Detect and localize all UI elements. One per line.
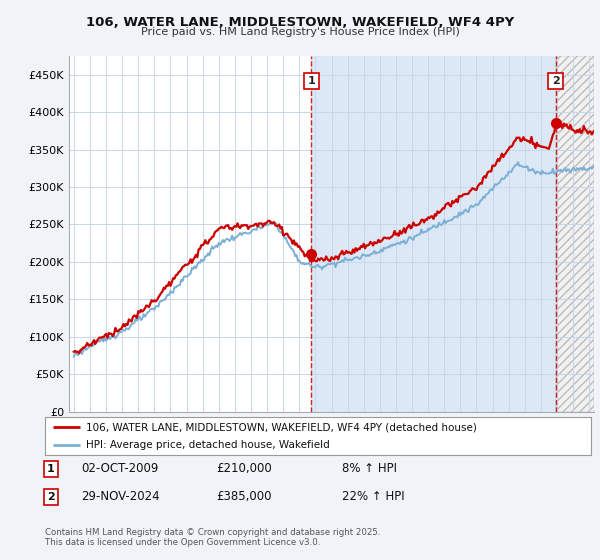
Text: 1: 1 xyxy=(307,76,315,86)
Text: 02-OCT-2009: 02-OCT-2009 xyxy=(81,462,158,475)
Text: £385,000: £385,000 xyxy=(216,490,271,503)
Text: 106, WATER LANE, MIDDLESTOWN, WAKEFIELD, WF4 4PY: 106, WATER LANE, MIDDLESTOWN, WAKEFIELD,… xyxy=(86,16,514,29)
Bar xyxy=(556,56,594,412)
Bar xyxy=(556,56,594,412)
Text: 8% ↑ HPI: 8% ↑ HPI xyxy=(342,462,397,475)
Text: HPI: Average price, detached house, Wakefield: HPI: Average price, detached house, Wake… xyxy=(86,440,330,450)
Text: £210,000: £210,000 xyxy=(216,462,272,475)
Text: 2: 2 xyxy=(552,76,560,86)
Text: 1: 1 xyxy=(47,464,55,474)
Text: 2: 2 xyxy=(47,492,55,502)
Bar xyxy=(311,56,556,412)
Text: 22% ↑ HPI: 22% ↑ HPI xyxy=(342,490,404,503)
Text: Contains HM Land Registry data © Crown copyright and database right 2025.
This d: Contains HM Land Registry data © Crown c… xyxy=(45,528,380,547)
Text: Price paid vs. HM Land Registry's House Price Index (HPI): Price paid vs. HM Land Registry's House … xyxy=(140,27,460,37)
Text: 29-NOV-2024: 29-NOV-2024 xyxy=(81,490,160,503)
Text: 106, WATER LANE, MIDDLESTOWN, WAKEFIELD, WF4 4PY (detached house): 106, WATER LANE, MIDDLESTOWN, WAKEFIELD,… xyxy=(86,422,477,432)
